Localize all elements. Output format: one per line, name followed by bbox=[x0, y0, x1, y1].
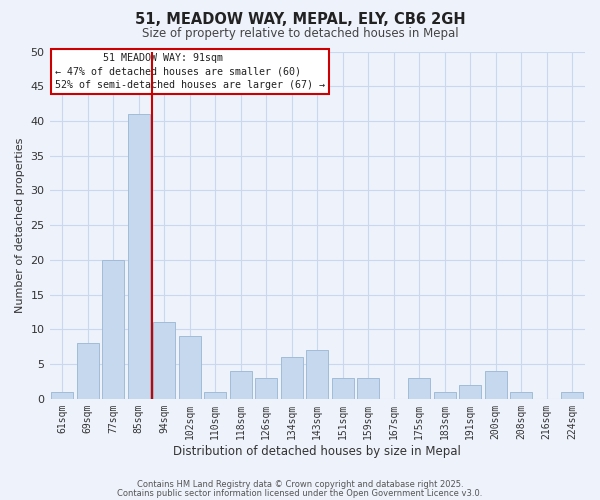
Bar bbox=[52, 392, 73, 399]
Bar bbox=[230, 371, 251, 399]
Bar bbox=[307, 350, 328, 399]
Bar bbox=[511, 392, 532, 399]
Bar bbox=[103, 260, 124, 399]
Bar bbox=[281, 357, 302, 399]
Bar bbox=[256, 378, 277, 399]
Bar bbox=[358, 378, 379, 399]
Bar bbox=[205, 392, 226, 399]
Bar bbox=[460, 385, 481, 399]
Bar bbox=[434, 392, 455, 399]
Bar bbox=[77, 344, 98, 399]
Bar bbox=[154, 322, 175, 399]
Text: 51 MEADOW WAY: 91sqm
← 47% of detached houses are smaller (60)
52% of semi-detac: 51 MEADOW WAY: 91sqm ← 47% of detached h… bbox=[55, 53, 325, 90]
Bar bbox=[485, 371, 506, 399]
Bar bbox=[562, 392, 583, 399]
Y-axis label: Number of detached properties: Number of detached properties bbox=[15, 138, 25, 313]
Bar bbox=[409, 378, 430, 399]
Text: Size of property relative to detached houses in Mepal: Size of property relative to detached ho… bbox=[142, 28, 458, 40]
Bar bbox=[128, 114, 149, 399]
X-axis label: Distribution of detached houses by size in Mepal: Distribution of detached houses by size … bbox=[173, 444, 461, 458]
Text: 51, MEADOW WAY, MEPAL, ELY, CB6 2GH: 51, MEADOW WAY, MEPAL, ELY, CB6 2GH bbox=[134, 12, 466, 28]
Bar bbox=[332, 378, 353, 399]
Text: Contains HM Land Registry data © Crown copyright and database right 2025.: Contains HM Land Registry data © Crown c… bbox=[137, 480, 463, 489]
Bar bbox=[179, 336, 200, 399]
Text: Contains public sector information licensed under the Open Government Licence v3: Contains public sector information licen… bbox=[118, 489, 482, 498]
